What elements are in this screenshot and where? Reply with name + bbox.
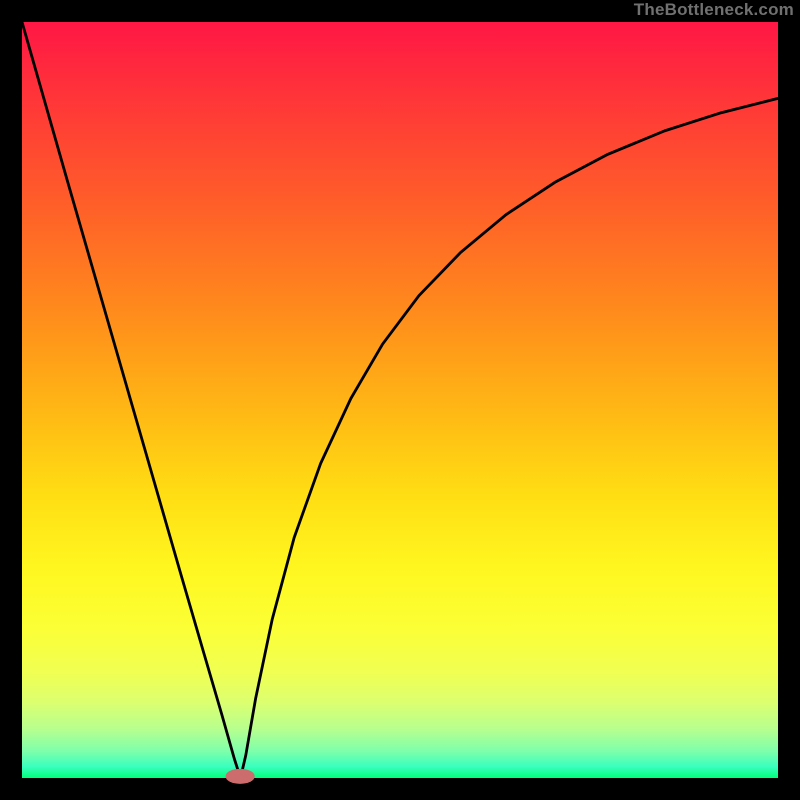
minimum-marker — [226, 769, 255, 783]
watermark-text: TheBottleneck.com — [634, 0, 794, 20]
figure-container: TheBottleneck.com — [0, 0, 800, 800]
bottleneck-curve — [22, 22, 778, 778]
plot-area — [22, 22, 778, 778]
